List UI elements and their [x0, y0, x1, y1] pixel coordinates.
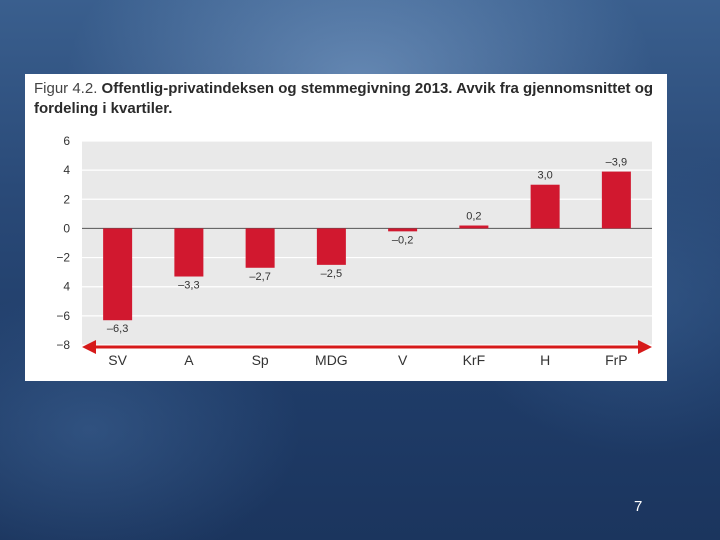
plot-background	[82, 141, 652, 345]
bar-a	[174, 228, 204, 277]
y-tick-label: 4	[63, 163, 70, 177]
page-number: 7	[634, 498, 643, 515]
data-label: –3,9	[606, 157, 627, 169]
bar-v	[388, 228, 418, 232]
y-tick-label: 6	[63, 134, 70, 148]
data-label: –2,7	[249, 271, 270, 283]
y-tick-label: −8	[56, 338, 70, 352]
bar-sv	[103, 228, 133, 321]
figure-label: Figur 4.2.	[34, 80, 98, 97]
bar-sp	[245, 228, 275, 268]
x-tick-label: A	[184, 352, 194, 368]
x-tick-label: KrF	[463, 352, 486, 368]
chart-title: Offentlig-privatindeksen og stemmegivnin…	[34, 80, 654, 117]
y-tick-label: −6	[56, 309, 70, 323]
data-label: –3,3	[178, 280, 199, 292]
x-tick-label: FrP	[605, 352, 628, 368]
bar-krf	[459, 225, 489, 229]
y-tick-label: 2	[63, 192, 70, 206]
y-tick-label: −2	[56, 251, 70, 265]
x-tick-label: MDG	[315, 352, 348, 368]
y-tick-label: 0	[63, 221, 70, 235]
x-tick-label: Sp	[252, 352, 269, 368]
chart-caption: Figur 4.2. Offentlig-privatindeksen og s…	[34, 79, 659, 119]
data-label: 3,0	[537, 170, 552, 182]
x-tick-label: SV	[108, 352, 127, 368]
bar-h	[530, 184, 560, 229]
bar-mdg	[316, 228, 346, 265]
y-tick-label: 4	[63, 280, 70, 294]
bar-frp	[601, 171, 631, 229]
arrow-head-right	[638, 340, 652, 354]
data-label: –0,2	[392, 234, 413, 246]
figure-panel: Figur 4.2. Offentlig-privatindeksen og s…	[25, 74, 667, 381]
x-tick-label: V	[398, 352, 408, 368]
bar-chart: 6 4 2 0 −2 4 −6 −8 –6,3 –3,3 –2,7 –2,5 –0,2 0,2 3,0 –3,…	[56, 134, 652, 368]
x-tick-label: H	[540, 352, 550, 368]
arrow-head-left	[82, 340, 96, 354]
data-label: –2,5	[321, 268, 342, 280]
data-label: –6,3	[107, 323, 128, 335]
data-label: 0,2	[466, 211, 481, 223]
